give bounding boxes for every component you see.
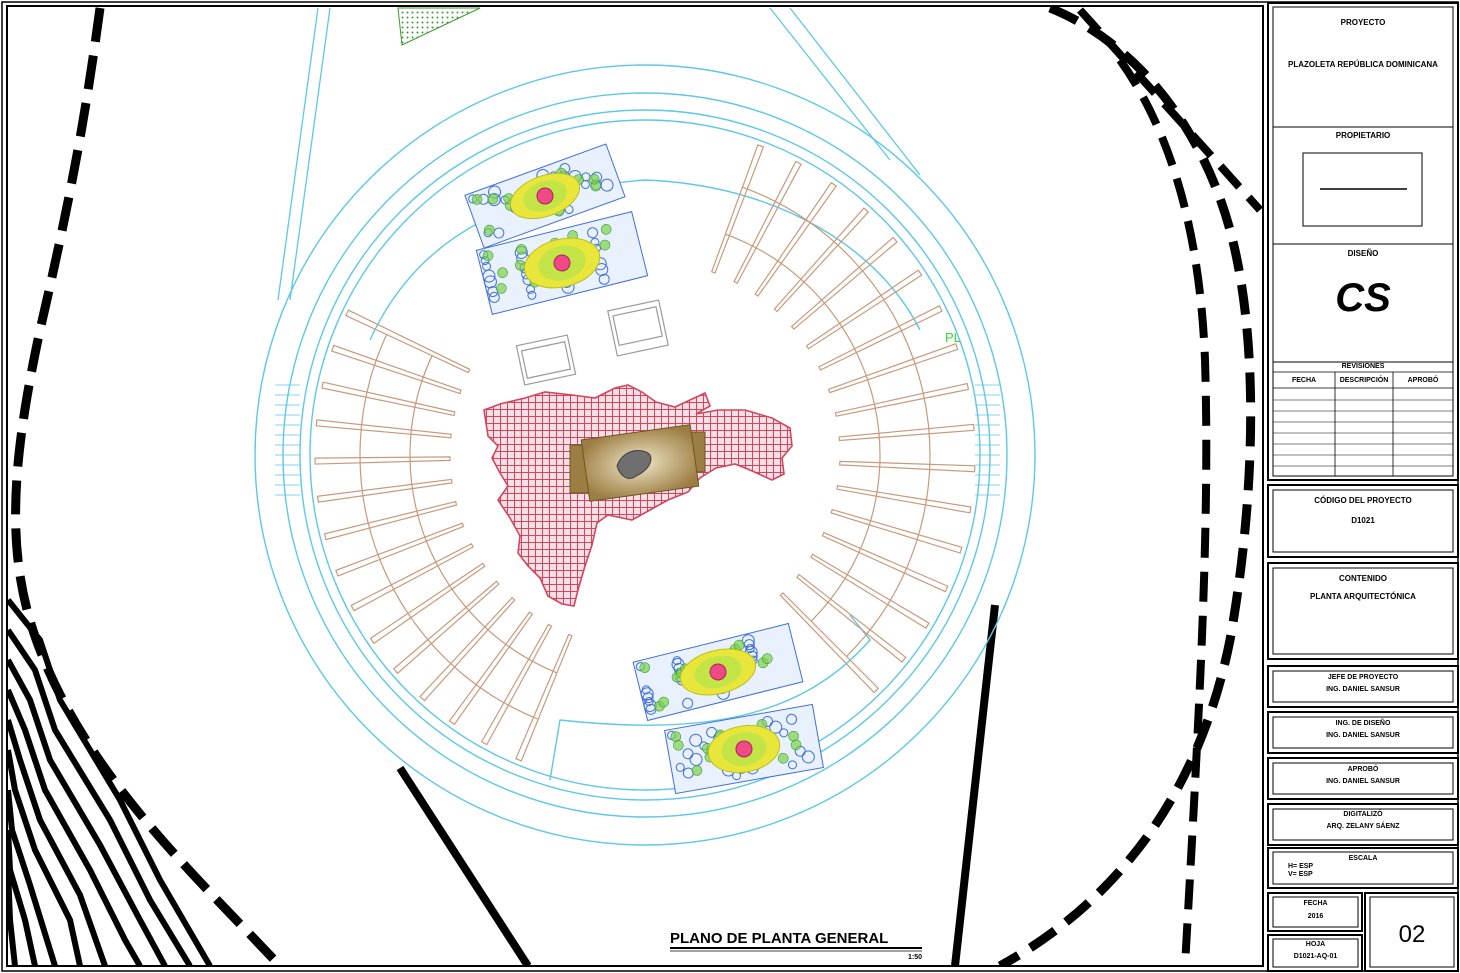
fecha-value: 2016	[1307, 913, 1324, 920]
ing-diseno-value: ING. DANIEL SANSUR	[1326, 732, 1400, 739]
planter-bed-4	[664, 703, 824, 795]
plan-title: PLANO DE PLANTA GENERAL	[670, 930, 888, 947]
propietario-label: PROPIETARIO	[1335, 131, 1391, 140]
plan-scale: 1:50	[908, 954, 922, 961]
left-pergola	[314, 309, 573, 762]
right-dashed-diagonal	[1077, 7, 1263, 213]
title-block	[1267, 2, 1459, 972]
eagle-emblem	[616, 450, 652, 479]
dominican-republic-map	[483, 384, 793, 607]
grey-monuments	[515, 299, 669, 386]
ring-stairs	[275, 384, 1000, 496]
fecha-label: FECHA	[1303, 900, 1328, 907]
pergola-beams	[314, 144, 976, 762]
top-planter	[397, 7, 481, 46]
escala-label: ESCALA	[1348, 855, 1378, 862]
planter-bed-1	[464, 143, 626, 249]
inner-plaza-outline	[369, 179, 921, 781]
aprobo-value: ING. DANIEL SANSUR	[1326, 778, 1400, 785]
hoja-value: D1021-AQ-01	[1293, 953, 1338, 960]
jefe-value: ING. DANIEL SANSUR	[1326, 686, 1400, 693]
revisiones-label: REVISIONES	[1341, 363, 1385, 370]
codigo-label: CÓDIGO DEL PROYECTO	[1314, 496, 1412, 505]
central-plinth	[569, 424, 706, 502]
walkway-edge-left	[396, 765, 532, 966]
drawing-frame	[6, 5, 1264, 967]
right-pergola	[710, 144, 976, 694]
sheet-number: 02	[1398, 921, 1426, 948]
plan-content	[7, 6, 1263, 966]
escala-h: H= ESP	[1288, 863, 1314, 870]
proyecto-value: PLAZOLETA REPÚBLICA DOMINICANA	[1288, 60, 1438, 69]
diseno-label: DISEÑO	[1347, 249, 1379, 258]
planter-bed-2	[475, 211, 649, 315]
rev-col-fecha: FECHA	[1291, 377, 1317, 384]
rev-col-descripcion: DESCRIPCIÓN	[1339, 377, 1389, 384]
digitalizo-label: DIGITALIZÓ	[1343, 811, 1383, 818]
planter-beds	[464, 143, 824, 795]
right-dashed-boundary-inner	[1116, 57, 1211, 966]
digitalizo-value: ARQ. ZELANY SÁENZ	[1326, 823, 1400, 830]
proyecto-label: PROYECTO	[1340, 18, 1386, 27]
escala-v: V= ESP	[1288, 871, 1313, 878]
left-stair-strips	[7, 598, 213, 966]
codigo-value: D1021	[1351, 516, 1375, 525]
pl-marker: PL	[945, 330, 961, 345]
left-dashed-boundary	[11, 7, 284, 966]
cs-logo: CS	[1335, 276, 1391, 320]
right-dashed-boundary-outer	[997, 6, 1256, 966]
jefe-label: JEFE DE PROYECTO	[1327, 674, 1399, 681]
rev-col-aprobo: APROBÓ	[1407, 377, 1439, 384]
aprobo-label: APROBÓ	[1347, 766, 1379, 773]
contenido-label: CONTENIDO	[1339, 574, 1387, 583]
planter-bed-3	[632, 622, 804, 722]
ing-diseno-label: ING. DE DISEÑO	[1335, 720, 1391, 727]
walkway-edge-right	[951, 604, 999, 966]
hoja-label: HOJA	[1305, 941, 1326, 948]
access-path-lines	[277, 7, 921, 301]
contenido-value: PLANTA ARQUITECTÓNICA	[1310, 592, 1416, 601]
